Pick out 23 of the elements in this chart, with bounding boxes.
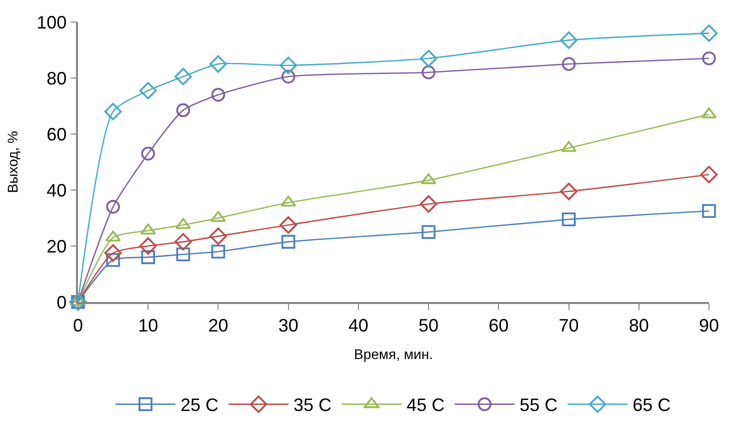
x-tick-label: 50 (418, 315, 439, 336)
x-axis-title: Время, мин. (354, 346, 433, 362)
legend-label: 55 C (520, 395, 558, 416)
x-tick-label: 40 (348, 315, 368, 336)
x-tick-label: 30 (278, 315, 298, 336)
legend-label: 35 C (294, 395, 332, 416)
y-tick-label: 100 (36, 12, 67, 32)
x-tick-label: 0 (72, 315, 84, 336)
legend-label: 45 C (406, 395, 445, 416)
y-tick-label: 80 (46, 68, 67, 88)
x-tick-label: 80 (628, 315, 649, 336)
y-axis-title: Выход, % (4, 130, 21, 194)
x-tick-label: 70 (558, 315, 579, 336)
x-tick-label: 60 (488, 315, 509, 336)
y-tick-label: 20 (46, 236, 67, 256)
x-tick-label: 20 (208, 315, 228, 336)
x-tick-label: 90 (698, 315, 720, 336)
y-tick-label: 0 (56, 292, 67, 312)
legend-label: 25 C (180, 395, 219, 416)
y-tick-label: 60 (46, 124, 67, 144)
x-tick-label: 10 (138, 315, 158, 336)
y-tick-label: 40 (46, 180, 67, 200)
legend-label: 65 C (632, 395, 671, 416)
